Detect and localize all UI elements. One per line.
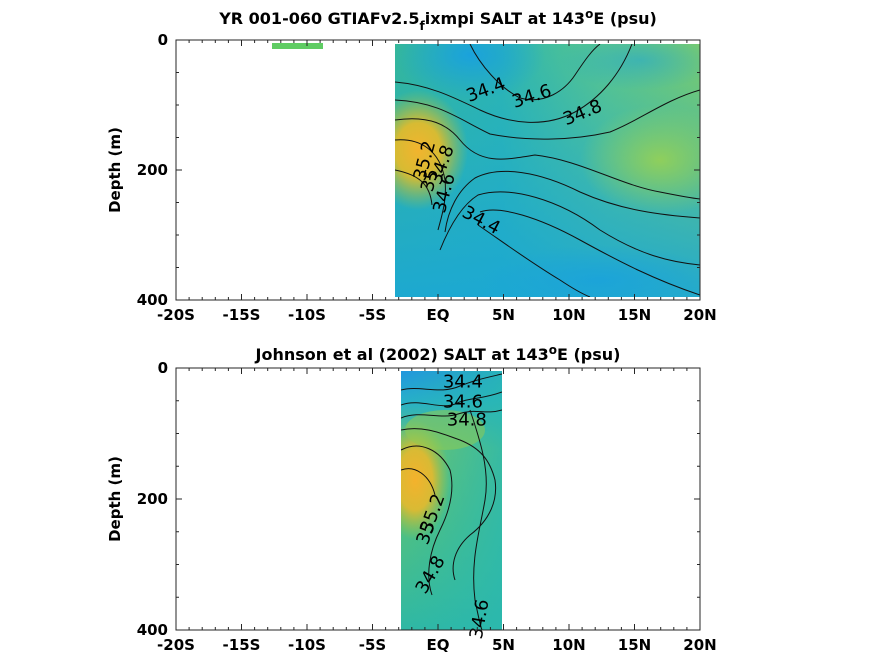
x-tick-label: 20N: [683, 306, 716, 324]
title-bottom: Johnson et al (2002) SALT at 143oE (psu): [255, 343, 621, 364]
x-tick-label: -5S: [359, 306, 386, 324]
ylabel-top: Depth (m): [106, 127, 124, 213]
x-tick-label: -15S: [223, 306, 261, 324]
salinity-field-top: [395, 44, 700, 297]
y-tick-label: 200: [137, 490, 168, 508]
x-tick-label: 20N: [683, 636, 716, 654]
x-tick-label: 5N: [492, 306, 515, 324]
x-tick-label: 5N: [492, 636, 515, 654]
x-tick-label: -5S: [359, 636, 386, 654]
y-tick-label: 400: [137, 291, 168, 309]
x-tick-label: -10S: [288, 636, 326, 654]
top-left-patch: [272, 43, 323, 49]
x-tick-label: EQ: [427, 636, 450, 654]
x-tick-label: 10N: [552, 636, 585, 654]
y-tick-label: 0: [158, 359, 168, 377]
contour-label: 34.4: [443, 372, 483, 393]
y-tick-label: 0: [158, 31, 168, 49]
x-tick-label: -20S: [157, 306, 195, 324]
contour-label: 34.8: [447, 410, 487, 431]
contours-top: [395, 44, 700, 297]
title-top: YR 001-060 GTIAFv2.5fixmpi SALT at 143oE…: [218, 7, 657, 33]
y-tick-label: 400: [137, 621, 168, 639]
x-tick-label: -15S: [223, 636, 261, 654]
ticks-top: -20S -15S -10S -5S EQ 5N 10N 15N 20N 0 200 400: [137, 31, 717, 324]
ticks-bottom: -20S -15S -10S -5S EQ 5N 10N 15N 20N 0 200 400: [137, 359, 717, 654]
x-tick-label: 10N: [552, 306, 585, 324]
contour-label: 34.6: [443, 391, 483, 412]
contours-bottom: [401, 373, 502, 630]
x-tick-label: 15N: [618, 636, 651, 654]
x-tick-label: EQ: [427, 306, 450, 324]
x-tick-label: 15N: [618, 306, 651, 324]
x-tick-label: -10S: [288, 306, 326, 324]
y-tick-label: 200: [137, 161, 168, 179]
x-tick-label: -20S: [157, 636, 195, 654]
ylabel-bottom: Depth (m): [106, 456, 124, 542]
